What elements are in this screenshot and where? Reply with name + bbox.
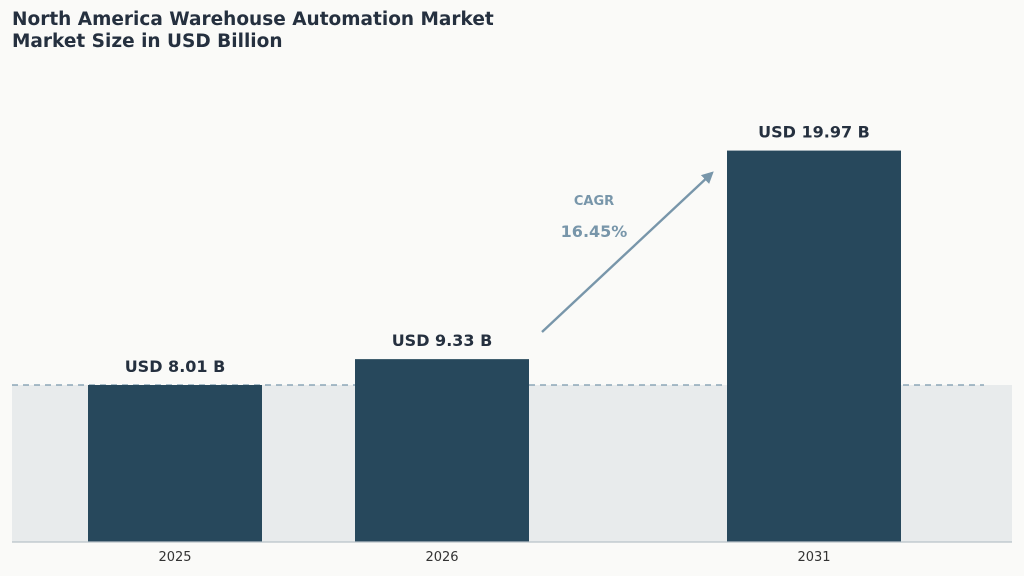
chart-title: North America Warehouse Automation Marke… — [12, 9, 494, 30]
value-label-2026: USD 9.33 B — [392, 331, 493, 350]
value-label-2025: USD 8.01 B — [125, 357, 226, 376]
chart-subtitle: Market Size in USD Billion — [12, 31, 283, 52]
x-tick-label-2025: 2025 — [158, 550, 191, 565]
bar-2025 — [88, 385, 262, 542]
x-tick-label-2031: 2031 — [797, 550, 830, 565]
chart-title-block: North America Warehouse Automation Marke… — [12, 9, 494, 53]
cagr-value: 16.45% — [561, 222, 628, 241]
cagr-label: CAGR — [574, 194, 614, 209]
x-tick-label-2026: 2026 — [425, 550, 458, 565]
cagr-arrow — [541, 171, 714, 333]
bar-2026 — [355, 359, 529, 542]
bar-2031 — [727, 150, 901, 542]
value-label-2031: USD 19.97 B — [758, 123, 870, 142]
